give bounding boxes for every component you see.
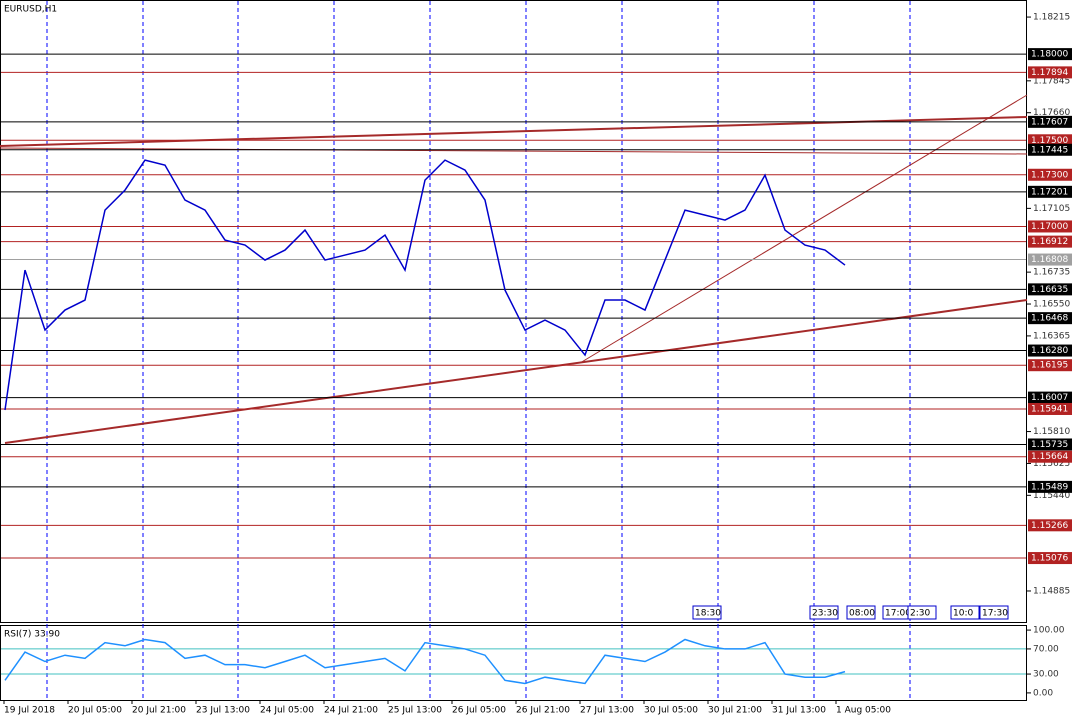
level-tag xyxy=(1028,480,1072,493)
level-label: 1.16468 xyxy=(1031,314,1068,324)
y-tick-label: 1.17660 xyxy=(1033,108,1070,118)
x-tick-label: 25 Jul 13:00 xyxy=(388,706,442,716)
level-label: 1.15076 xyxy=(1031,554,1068,564)
time-tag-label: 17:00 xyxy=(885,609,911,619)
level-label: 1.17894 xyxy=(1031,68,1068,78)
x-tick-label: 20 Jul 21:00 xyxy=(132,706,186,716)
x-tick-label: 26 Jul 05:00 xyxy=(452,706,506,716)
x-tick-label: 26 Jul 21:00 xyxy=(516,706,570,716)
x-tick-label: 19 Jul 2018 xyxy=(4,706,55,716)
y-tick-label: 1.14885 xyxy=(1033,586,1070,596)
x-tick-label: 27 Jul 13:00 xyxy=(580,706,634,716)
x-tick-label: 23 Jul 13:00 xyxy=(196,706,250,716)
price-pane xyxy=(0,0,1027,623)
x-tick-label: 24 Jul 05:00 xyxy=(260,706,314,716)
y-tick-label: 0.00 xyxy=(1033,688,1053,698)
price-line xyxy=(4,638,846,685)
level-tag xyxy=(1028,134,1072,147)
level-tag xyxy=(1028,450,1072,463)
y-tick-label: 1.17105 xyxy=(1033,204,1070,214)
y-tick-label: 1.16550 xyxy=(1033,300,1070,310)
level-tag xyxy=(1028,402,1072,415)
x-tick-label: 20 Jul 05:00 xyxy=(68,706,122,716)
level-tag xyxy=(1028,235,1072,248)
level-label: 1.17201 xyxy=(1031,187,1068,197)
time-tag-label: 08:00 xyxy=(849,609,875,619)
y-tick-label: 1.16735 xyxy=(1033,268,1070,278)
level-tag xyxy=(1028,519,1072,532)
level-label: 1.15664 xyxy=(1031,452,1068,462)
x-tick-label: 30 Jul 05:00 xyxy=(644,706,698,716)
x-tick-label: 31 Jul 13:00 xyxy=(772,706,826,716)
time-tag-label: 18:30 xyxy=(695,609,721,619)
level-label: 1.17445 xyxy=(1031,145,1068,155)
day-separators xyxy=(46,1,911,700)
time-tag xyxy=(692,605,722,620)
level-tag xyxy=(1028,438,1072,451)
time-tag-label: 10:0 xyxy=(953,609,973,619)
rsi-pane xyxy=(0,625,1027,701)
y-tick-label: 1.17845 xyxy=(1033,76,1070,86)
level-tag xyxy=(1028,283,1072,296)
y-tick-label: 1.15625 xyxy=(1033,459,1070,469)
level-label: 1.16280 xyxy=(1031,346,1068,356)
level-tag xyxy=(1028,115,1072,128)
x-tick-label: 24 Jul 21:00 xyxy=(324,706,378,716)
level-label: 1.16007 xyxy=(1031,393,1068,403)
price-line xyxy=(4,159,846,411)
level-label: 1.16808 xyxy=(1031,255,1068,265)
time-tag xyxy=(846,605,876,620)
level-label: 1.16195 xyxy=(1031,361,1068,371)
y-tick-label: 70.00 xyxy=(1033,644,1059,654)
level-label: 1.16635 xyxy=(1031,285,1068,295)
level-tag xyxy=(1028,143,1072,156)
level-label: 1.17300 xyxy=(1031,170,1068,180)
level-label: 1.18000 xyxy=(1031,50,1068,60)
time-tag-label: 17:30 xyxy=(982,609,1008,619)
level-label: 1.17500 xyxy=(1031,136,1068,146)
chart-title: EURUSD,H1 xyxy=(4,5,57,15)
level-tag xyxy=(1028,48,1072,61)
level-label: 1.15489 xyxy=(1031,482,1068,492)
x-tick-label: 30 Jul 21:00 xyxy=(708,706,762,716)
level-tag xyxy=(1028,168,1072,181)
level-tag xyxy=(1028,359,1072,372)
y-tick-label: 1.18215 xyxy=(1033,13,1070,23)
level-tag xyxy=(1028,66,1072,79)
level-tag xyxy=(1028,312,1072,325)
level-tag xyxy=(1028,552,1072,565)
level-label: 1.16912 xyxy=(1031,237,1068,247)
time-tag-label: 23:30 xyxy=(812,609,838,619)
level-label: 1.17000 xyxy=(1031,222,1068,232)
y-tick-label: 1.15810 xyxy=(1033,427,1070,437)
level-label: 1.15266 xyxy=(1031,521,1068,531)
level-tag xyxy=(1028,253,1072,266)
y-tick-label: 1.15440 xyxy=(1033,491,1070,501)
level-label: 1.15735 xyxy=(1031,440,1068,450)
level-tag xyxy=(1028,220,1072,233)
time-tag xyxy=(809,605,839,620)
time-tag xyxy=(979,605,1009,620)
level-tag xyxy=(1028,344,1072,357)
time-tag xyxy=(907,605,937,620)
y-tick-label: 30.00 xyxy=(1033,670,1059,680)
time-tag xyxy=(950,605,980,620)
level-tag xyxy=(1028,185,1072,198)
x-tick-label: 1 Aug 05:00 xyxy=(836,706,891,716)
level-label: 1.15941 xyxy=(1031,404,1068,414)
time-tag-label: 2:30 xyxy=(910,609,930,619)
level-tag xyxy=(1028,391,1072,404)
y-tick-label: 1.16365 xyxy=(1033,331,1070,341)
y-tick-label: 100.00 xyxy=(1033,626,1065,636)
rsi-title: RSI(7) 33.90 xyxy=(4,630,60,640)
level-label: 1.17607 xyxy=(1031,117,1068,127)
